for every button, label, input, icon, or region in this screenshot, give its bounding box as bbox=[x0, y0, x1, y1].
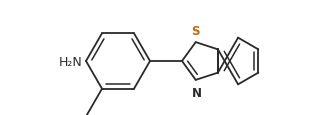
Text: N: N bbox=[192, 86, 202, 99]
Text: S: S bbox=[191, 25, 200, 38]
Text: H₂N: H₂N bbox=[58, 55, 82, 68]
